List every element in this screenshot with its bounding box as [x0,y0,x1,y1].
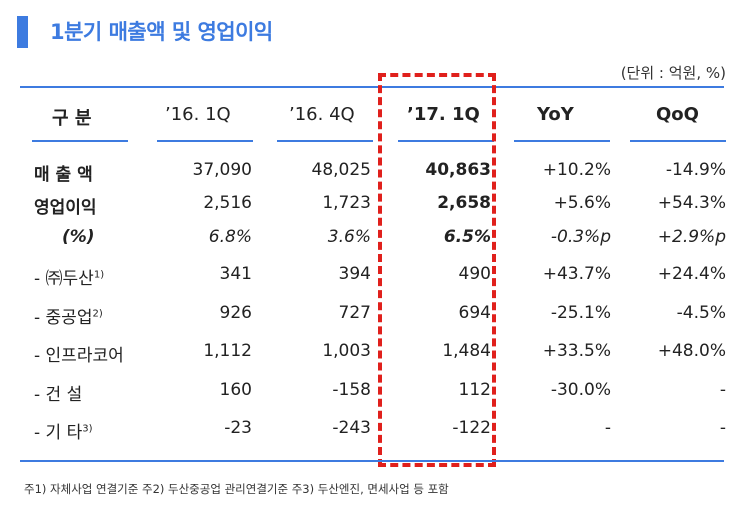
row-label-infracore: - 인프라코어 [34,346,124,366]
cell: 1,723 [322,193,371,213]
cell: +33.5% [542,341,611,361]
cell: 1,112 [203,341,252,361]
cell: - [719,418,726,438]
cell: 112 [458,380,491,400]
row-label-margin: (%) [62,227,95,247]
cell: 160 [219,380,252,400]
cell: 694 [458,303,491,323]
title-accent-bar [17,16,28,48]
row-label-others: - 기 타3) [34,423,93,443]
cell: 341 [219,264,252,284]
footnote: 주1) 자체사업 연결기준 주2) 두산중공업 관리연결기준 주3) 두산엔진,… [24,482,449,496]
header-category: 구 분 [52,108,92,129]
cell: -122 [452,418,491,438]
header-underline-category [32,140,128,142]
cell: -25.1% [550,303,611,323]
cell: 490 [458,264,491,284]
cell: 2,658 [437,193,491,213]
cell: 40,863 [425,160,491,180]
cell: +5.6% [553,193,611,213]
cell: -14.9% [665,160,726,180]
cell: 926 [219,303,252,323]
header-underline-c2 [277,140,373,142]
table-row: - ㈜두산1) 341 394 490 +43.7% +24.4% [0,264,741,294]
cell: 1,484 [442,341,491,361]
row-label-construction: - 건 설 [34,385,83,405]
cell: 37,090 [192,160,252,180]
table-row: - 건 설 160 -158 112 -30.0% - [0,380,741,410]
table-row: - 중공업2) 926 727 694 -25.1% -4.5% [0,303,741,333]
cell: -0.3%p [550,227,611,247]
cell: - [719,380,726,400]
cell: 48,025 [311,160,371,180]
cell: -4.5% [676,303,726,323]
cell: -23 [224,418,252,438]
cell: 727 [338,303,371,323]
header-16-1q: ’16. 1Q [165,104,231,125]
table-row: - 기 타3) -23 -243 -122 - - [0,418,741,448]
cell: +43.7% [542,264,611,284]
row-label-heavy-industry: - 중공업2) [34,308,103,328]
cell: -158 [332,380,371,400]
header-underline-c4 [514,140,610,142]
row-label-revenue: 매 출 액 [34,165,93,185]
header-17-1q: ’17. 1Q [407,104,480,125]
table-row: 매 출 액 37,090 48,025 40,863 +10.2% -14.9% [0,160,741,190]
cell: 1,003 [322,341,371,361]
page-title: 1분기 매출액 및 영업이익 [50,20,273,44]
table-row: (%) 6.8% 3.6% 6.5% -0.3%p +2.9%p [0,227,741,257]
header-underline-c1 [157,140,253,142]
row-label-operating-profit: 영업이익 [34,198,97,218]
header-underline-c5 [630,140,726,142]
cell: 3.6% [327,227,371,247]
cell: +10.2% [542,160,611,180]
cell: -30.0% [550,380,611,400]
unit-note: (단위 : 억원, %) [620,64,726,82]
cell: - [604,418,611,438]
cell: 2,516 [203,193,252,213]
cell: 394 [338,264,371,284]
header-16-4q: ’16. 4Q [289,104,355,125]
header-underline-c3 [398,140,494,142]
table-top-rule [20,86,724,88]
cell: +24.4% [657,264,726,284]
highlight-box-17-1q [378,73,496,467]
header-qoq: QoQ [656,104,699,125]
cell: +2.9%p [657,227,726,247]
header-yoy: YoY [537,104,574,125]
cell: 6.5% [443,227,491,247]
cell: 6.8% [208,227,252,247]
cell: +48.0% [657,341,726,361]
table-row: - 인프라코어 1,112 1,003 1,484 +33.5% +48.0% [0,341,741,371]
row-label-doosan: - ㈜두산1) [34,269,105,289]
cell: +54.3% [657,193,726,213]
table-bottom-rule [20,460,724,462]
cell: -243 [332,418,371,438]
table-row: 영업이익 2,516 1,723 2,658 +5.6% +54.3% [0,193,741,223]
